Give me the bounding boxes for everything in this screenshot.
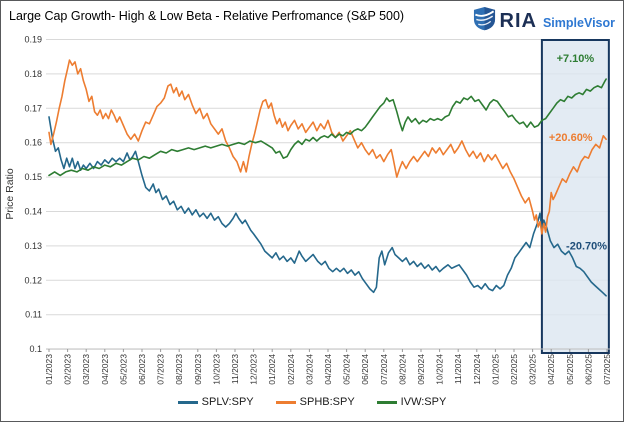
y-axis-title: Price Ratio — [4, 168, 16, 220]
x-tick-label: 01/2025 — [490, 354, 500, 385]
x-tick-label: 07/2024 — [379, 354, 389, 385]
x-tick-label: 06/2025 — [583, 354, 593, 385]
x-tick-label: 03/2024 — [304, 354, 314, 385]
legend-swatch-SPLV:SPY — [177, 400, 198, 404]
y-tick-label: 0.1 — [29, 344, 42, 354]
x-tick-label: 01/2024 — [267, 354, 277, 385]
x-tick-label: 05/2023 — [118, 354, 128, 385]
x-tick-label: 04/2023 — [100, 354, 110, 385]
x-tick-label: 09/2024 — [416, 354, 426, 385]
legend-swatch-IVW:SPY — [376, 400, 397, 404]
legend-label-SPHB:SPY: SPHB:SPY — [299, 396, 355, 408]
series-line-SPLV:SPY — [48, 116, 607, 297]
y-tick-label: 0.16 — [24, 138, 42, 148]
x-tick-label: 02/2023 — [63, 354, 73, 385]
y-tick-label: 0.13 — [24, 241, 42, 251]
annotation-+7.10%: +7.10% — [557, 53, 595, 65]
y-tick-label: 0.12 — [24, 275, 42, 285]
x-tick-label: 08/2023 — [174, 354, 184, 385]
y-tick-label: 0.18 — [24, 69, 42, 79]
x-tick-label: 05/2024 — [342, 354, 352, 385]
legend-item-SPHB:SPY: SPHB:SPY — [275, 396, 355, 408]
x-tick-label: 01/2023 — [44, 354, 54, 385]
legend-item-SPLV:SPY: SPLV:SPY — [177, 396, 254, 408]
x-tick-label: 06/2023 — [137, 354, 147, 385]
legend-label-SPLV:SPY: SPLV:SPY — [201, 396, 254, 408]
x-tick-label: 08/2024 — [397, 354, 407, 385]
x-tick-label: 09/2023 — [193, 354, 203, 385]
series-line-IVW:SPY — [48, 78, 607, 177]
ria-wordmark: RIA — [499, 10, 537, 32]
annotation--20.70%: -20.70% — [566, 240, 607, 252]
x-tick-label: 04/2025 — [546, 354, 556, 385]
legend-swatch-SPHB:SPY — [275, 400, 296, 404]
brand-logo: RIA SimpleVisor — [473, 6, 615, 36]
y-tick-label: 0.17 — [24, 103, 42, 113]
x-tick-label: 06/2024 — [360, 354, 370, 385]
ria-shield-icon — [473, 6, 496, 36]
x-tick-label: 04/2024 — [323, 354, 333, 385]
series-line-SPHB:SPY — [48, 59, 607, 235]
x-tick-label: 12/2023 — [249, 354, 259, 385]
y-tick-label: 0.15 — [24, 172, 42, 182]
chart-legend: SPLV:SPY SPHB:SPY IVW:SPY — [1, 396, 623, 408]
x-tick-label: 12/2024 — [472, 354, 482, 385]
annotation-+20.60%: +20.60% — [549, 132, 593, 144]
x-tick-label: 03/2023 — [81, 354, 91, 385]
x-tick-label: 02/2025 — [509, 354, 519, 385]
y-tick-label: 0.11 — [25, 310, 42, 320]
legend-item-IVW:SPY: IVW:SPY — [376, 396, 447, 408]
x-tick-label: 07/2023 — [156, 354, 166, 385]
simplevisor-wordmark: SimpleVisor — [542, 16, 615, 30]
y-tick-label: 0.14 — [24, 207, 42, 217]
x-tick-label: 11/2024 — [453, 354, 463, 384]
x-tick-label: 02/2024 — [286, 354, 296, 385]
x-tick-label: 03/2025 — [528, 354, 538, 385]
x-tick-label: 10/2024 — [435, 354, 445, 385]
chart-title: Large Cap Growth- High & Low Beta - Rela… — [9, 9, 405, 23]
x-tick-label: 11/2023 — [230, 354, 240, 384]
legend-label-IVW:SPY: IVW:SPY — [400, 396, 447, 408]
x-tick-label: 07/2025 — [602, 354, 612, 385]
x-tick-label: 10/2023 — [211, 354, 221, 385]
x-tick-label: 05/2025 — [565, 354, 575, 385]
y-tick-label: 0.19 — [24, 35, 42, 45]
